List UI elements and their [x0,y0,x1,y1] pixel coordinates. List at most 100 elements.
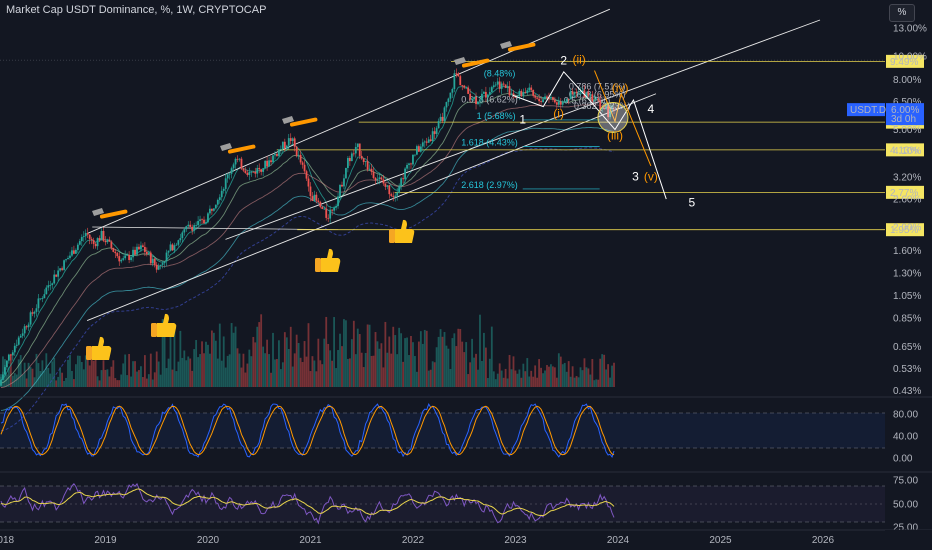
volume-bar [575,376,578,387]
volume-bar [553,367,556,387]
candle-body [613,109,615,111]
candle-body [502,83,505,85]
volume-bar [199,354,201,387]
volume-bar [354,354,357,387]
volume-bar [559,356,562,387]
channel-lower-line [86,93,657,321]
volume-bar [548,366,550,387]
volume-bar [104,369,107,387]
volume-bar [479,314,481,387]
volume-bar [370,355,373,387]
candle-body [214,204,217,209]
volume-bar [447,348,450,387]
volume-bar [112,360,115,387]
thumb-cuff [86,346,92,360]
volume-bar [242,353,245,387]
fib-label: 0.618 (6.62%) [461,95,518,105]
candle-body [47,285,50,288]
time-tick-label: 2020 [197,535,220,546]
candle-body [484,91,487,98]
candle-body [319,202,322,207]
candle-body [593,100,596,102]
wave-label: 1 [519,112,526,126]
stoch-tick-label: 80.00 [893,410,918,421]
volume-bar [293,353,296,387]
volume-bar [207,344,209,387]
candle-body [431,131,434,142]
volume-bar [161,319,164,387]
volume-bar [214,340,217,387]
candle-body [415,146,418,155]
volume-bar [494,379,497,387]
candle-body [313,194,316,201]
volume-bar [240,367,243,387]
blue-dashed-line [0,147,615,432]
candle-body [183,229,186,233]
rsi-tick-label: 50.00 [893,500,918,511]
volume-bar [116,380,119,387]
candle-body [4,367,6,375]
candle-body [481,93,483,101]
volume-bar [65,377,67,387]
candle-body [530,87,533,90]
volume-bar [63,380,65,387]
candle-body [425,141,428,143]
candle-body [538,98,541,102]
channel-base-line [92,226,339,231]
volume-bar [59,367,62,387]
candle-body [114,251,117,254]
volume-bar [457,328,460,387]
candle-body [161,263,164,265]
volume-bar [291,366,294,387]
fib-label: 0.786 (7.51%) [569,81,626,91]
volume-bar [232,332,235,387]
candle-body [157,266,160,270]
candle-body [402,178,405,180]
candle-body [29,312,32,325]
volume-bar [445,345,448,387]
volume-bar [380,343,383,387]
volume-bar [149,353,152,387]
percent-scale-button[interactable]: % [889,4,915,22]
volume-bar [268,354,270,387]
candle-body [510,93,513,96]
candle-body [467,87,470,94]
time-tick-label: 2023 [504,535,527,546]
volume-bar [463,352,466,387]
price-tick-label: 1.60% [893,246,921,257]
volume-bar [92,360,95,387]
candle-body [167,250,170,253]
volume-bar [295,334,298,387]
candle-body [518,90,521,97]
volume-bar [157,361,160,387]
time-tick-label: 2024 [607,535,630,546]
volume-bar [147,374,150,387]
candle-body [347,157,349,168]
candle-body [149,252,152,264]
candle-body [439,116,442,122]
hammer-head [220,143,232,151]
time-tick-label: 2021 [299,535,322,546]
volume-bar [230,323,233,387]
candle-body [65,259,67,261]
time-tick-label: 2026 [812,535,835,546]
volume-bar [19,355,22,387]
candle-body [110,241,113,248]
thumb-cuff [389,229,395,243]
time-tick-label: 2018 [0,535,15,546]
candle-body [453,73,456,90]
volume-bar [37,363,40,387]
candle-body [209,208,211,214]
trend-channel [86,8,821,321]
volume-bar [510,369,513,387]
volume-bar [88,365,91,387]
wave-label: (i) [553,106,564,120]
candle-body [88,234,91,239]
candle-body [291,138,294,141]
volume-bar [352,320,355,387]
candle-body [254,171,257,174]
level-label-text: 1.95% [890,225,918,236]
candle-body [262,168,265,172]
candle-body [216,199,219,205]
candle-body [130,257,132,261]
